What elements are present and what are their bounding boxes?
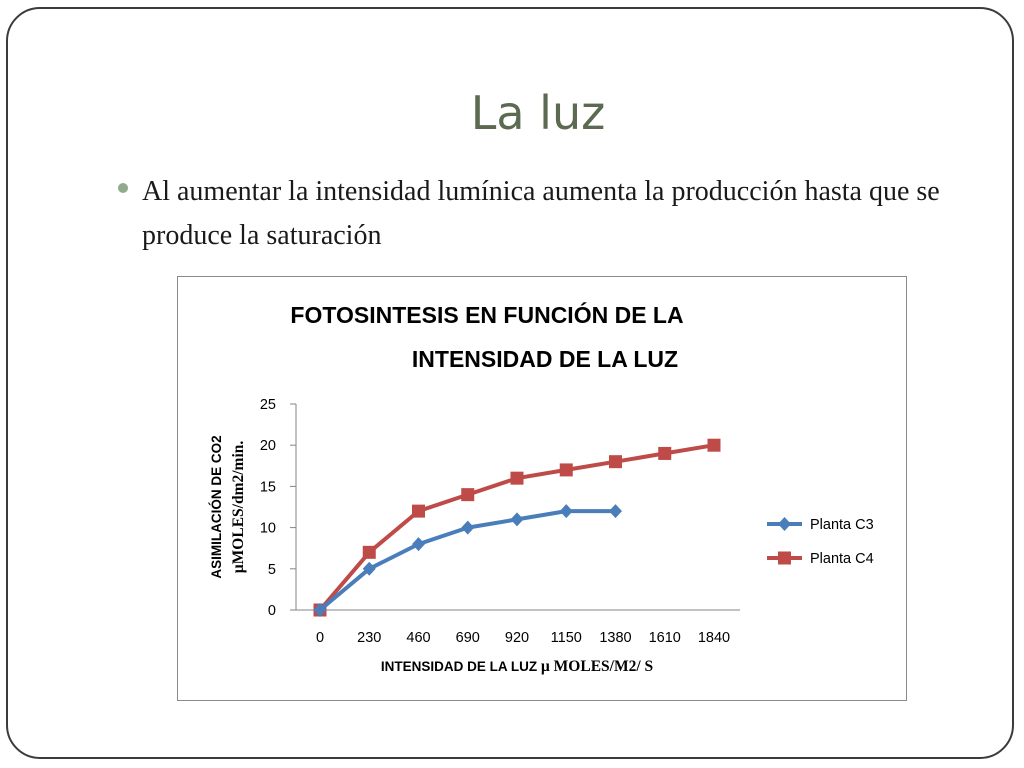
y-tick-label: 25 <box>260 397 276 413</box>
slide-title: La luz <box>470 86 606 140</box>
data-point-planta-c3 <box>313 603 327 617</box>
x-tick-label: 230 <box>357 630 381 646</box>
legend-marker-planta-c4 <box>778 551 791 565</box>
data-point-planta-c4 <box>559 463 573 477</box>
legend-label-planta-c3: Planta C3 <box>810 517 874 533</box>
data-point-planta-c4 <box>362 545 376 559</box>
x-tick-label: 1610 <box>649 630 681 646</box>
line-chart: FOTOSINTESIS EN FUNCIÓN DE LA INTENSIDAD… <box>209 301 874 675</box>
y-tick-label: 15 <box>260 479 276 495</box>
series-line-planta-c4 <box>318 443 715 612</box>
chart-legend: Planta C3 Planta C4 <box>767 517 874 567</box>
chart-title-line-2: INTENSIDAD DE LA LUZ <box>412 346 678 372</box>
data-point-planta-c3 <box>412 537 425 552</box>
y-tick-label: 10 <box>260 521 276 537</box>
data-point-planta-c4 <box>658 446 672 460</box>
x-axis-ticks: 0 230 460 690 920 1150 1380 1610 1840 <box>316 630 730 646</box>
chart-container: FOTOSINTESIS EN FUNCIÓN DE LA INTENSIDAD… <box>177 276 907 701</box>
data-point-planta-c4 <box>609 455 622 469</box>
x-tick-label: 1380 <box>599 630 631 646</box>
data-point-planta-c3 <box>362 561 376 576</box>
data-point-planta-c3 <box>609 504 622 519</box>
data-point-planta-c4 <box>707 438 721 452</box>
y-axis-label-line-1: ASIMILACIÓN DE CO2 <box>209 435 224 578</box>
x-axis-label-serif: µ MOLES/M2/ S <box>541 658 653 675</box>
slide-frame <box>6 7 1014 759</box>
legend-marker-planta-c3 <box>778 517 791 531</box>
data-point-planta-c3 <box>559 504 573 519</box>
y-tick-label: 20 <box>260 438 276 454</box>
data-point-planta-c4 <box>461 488 475 502</box>
data-point-planta-c3 <box>510 512 524 527</box>
x-axis-label: INTENSIDAD DE LA LUZ µ MOLES/M2/ S <box>381 658 653 675</box>
x-tick-label: 0 <box>316 630 324 646</box>
data-point-planta-c3 <box>461 520 475 535</box>
data-point-planta-c4 <box>510 471 524 485</box>
chart-title-line-1: FOTOSINTESIS EN FUNCIÓN DE LA <box>290 301 683 328</box>
x-tick-label: 920 <box>505 630 529 646</box>
bullet-marker <box>118 183 128 193</box>
x-axis-label-sans: INTENSIDAD DE LA LUZ <box>381 659 541 674</box>
legend-label-planta-c4: Planta C4 <box>810 551 874 567</box>
bullet-text: Al aumentar la intensidad lumínica aumen… <box>142 176 940 251</box>
series-layer <box>313 438 721 617</box>
y-tick-label: 0 <box>268 603 276 619</box>
x-tick-label: 1840 <box>698 630 730 646</box>
y-axis-label-line-2: µMOLES/dm2/min. <box>230 441 247 574</box>
y-axis-ticks: 0 5 10 15 20 25 <box>260 397 296 619</box>
x-tick-label: 1150 <box>551 630 582 646</box>
x-tick-label: 690 <box>456 630 480 646</box>
y-tick-label: 5 <box>268 562 276 578</box>
data-point-planta-c4 <box>412 504 425 518</box>
x-tick-label: 460 <box>406 630 430 646</box>
